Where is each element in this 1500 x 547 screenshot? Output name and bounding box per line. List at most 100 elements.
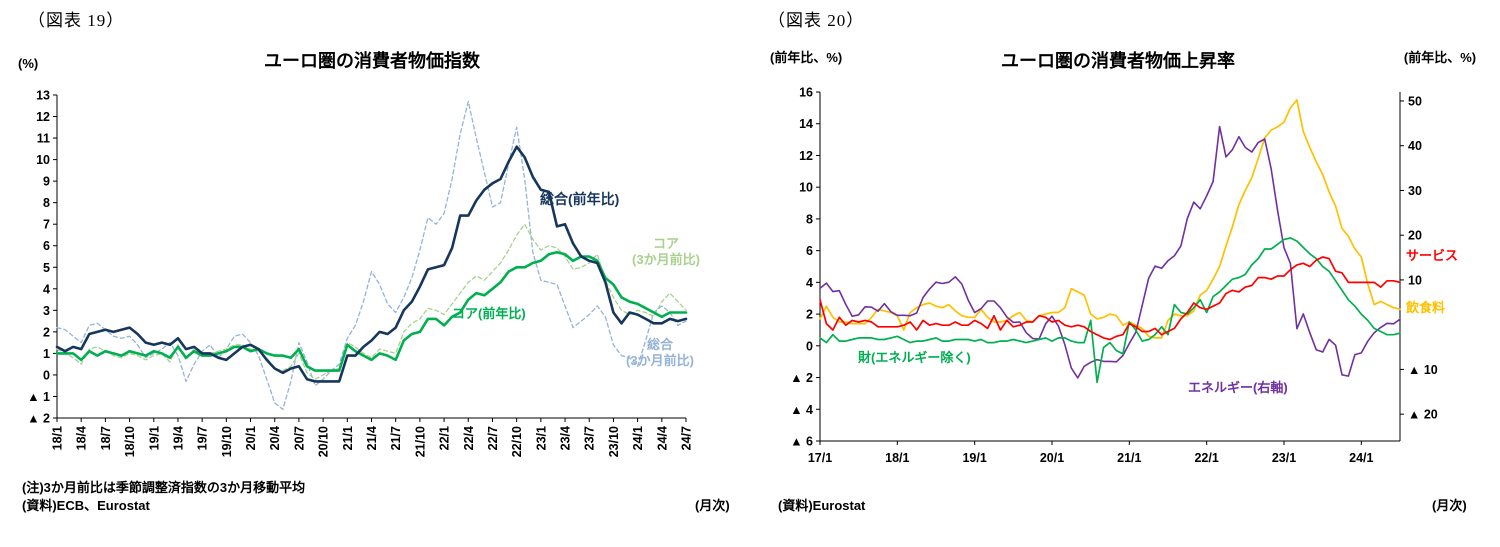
y2-tick-label: 40	[1408, 139, 1422, 153]
x-tick-label: 23/7	[583, 426, 597, 450]
y-tick-label: 6	[43, 239, 50, 253]
y-tick-label: 8	[43, 196, 50, 210]
y-tick-label: 4	[806, 276, 813, 290]
x-tick-label: 18/1	[885, 451, 909, 465]
x-tick-label: 21/7	[389, 426, 403, 450]
x-tick-label: 23/4	[559, 426, 573, 450]
x-tick-label: 20/1	[244, 426, 258, 450]
series-label: コア	[653, 236, 679, 251]
x-tick-label: 21/1	[1117, 451, 1141, 465]
y-tick-label: 0	[806, 339, 813, 353]
y-tick-label: ▲ 2	[790, 371, 813, 385]
series-label: (3か月前比)	[626, 353, 694, 368]
source-right-text: (資料)Eurostat	[778, 498, 866, 513]
y-axis-unit-right: (前年比、%)	[1404, 50, 1476, 65]
x-tick-label: 24/1	[631, 426, 645, 450]
x-tick-label: 19/1	[962, 451, 986, 465]
x-tick-label: 18/1	[51, 426, 65, 450]
y-tick-label: 8	[806, 212, 813, 226]
y-tick-label: 2	[806, 308, 813, 322]
x-tick-label: 22/7	[486, 426, 500, 450]
figure-20-label: （図表 20）	[768, 11, 865, 30]
y-tick-label: 0	[43, 368, 50, 382]
series-label: 財(エネルギー除く)	[857, 350, 971, 365]
y-tick-label: 2	[43, 325, 50, 339]
chart-title: ユーロ圏の消費者物価指数	[264, 50, 481, 71]
frequency-left-text: (月次)	[695, 498, 730, 513]
y-tick-label: ▲ 6	[790, 435, 813, 449]
x-tick-label: 22/1	[1194, 451, 1218, 465]
line-series-飲食料	[819, 99, 1401, 339]
y-tick-label: ▲ 2	[27, 412, 50, 426]
y-axis-unit-left: (前年比、%)	[770, 50, 842, 65]
y-tick-label: 7	[43, 218, 50, 232]
y-tick-label: 1	[43, 347, 50, 361]
x-tick-label: 23/10	[607, 426, 621, 457]
chart-title: ユーロ圏の消費者物価上昇率	[1001, 50, 1235, 71]
x-tick-label: 18/4	[75, 426, 89, 450]
line-series-エネルギー(右軸)	[819, 125, 1401, 379]
source-left-text: (資料)ECB、Eurostat	[22, 498, 150, 513]
series-label: コア(前年比)	[452, 306, 526, 321]
y2-tick-label: 20	[1408, 229, 1422, 243]
x-tick-label: 24/4	[655, 426, 669, 450]
x-tick-label: 21/1	[341, 426, 355, 450]
line-series-総合(3か月前比)	[56, 100, 687, 411]
x-tick-label: 19/1	[147, 426, 161, 450]
y-tick-label: 3	[43, 304, 50, 318]
line-series-サービス	[819, 256, 1401, 341]
x-tick-label: 20/7	[292, 426, 306, 450]
y-tick-label: 10	[36, 153, 50, 167]
x-tick-label: 18/10	[123, 426, 137, 457]
x-tick-label: 24/1	[1349, 451, 1373, 465]
y-tick-label: 12	[36, 110, 50, 124]
x-tick-label: 21/10	[413, 426, 427, 457]
x-tick-label: 23/1	[1272, 451, 1296, 465]
x-tick-label: 22/4	[462, 426, 476, 450]
x-tick-label: 19/7	[196, 426, 210, 450]
x-tick-label: 19/4	[171, 426, 185, 450]
y-tick-label: 4	[43, 282, 50, 296]
x-tick-label: 17/1	[808, 451, 832, 465]
footnote-text: (注)3か月前比は季節調整済指数の3か月移動平均	[22, 480, 306, 495]
line-series-財(エネルギー除く)	[819, 237, 1401, 384]
series-label: (3か月前比)	[632, 252, 700, 267]
series-label: 総合(前年比)	[540, 191, 619, 207]
y-tick-label: 16	[799, 86, 813, 100]
x-tick-label: 21/4	[365, 426, 379, 450]
x-tick-label: 20/4	[268, 426, 282, 450]
y2-tick-label: ▲ 20	[1408, 408, 1438, 422]
y-tick-label: 14	[799, 117, 813, 131]
x-tick-label: 19/10	[220, 426, 234, 457]
x-tick-label: 18/7	[99, 426, 113, 450]
y-tick-label: ▲ 4	[790, 403, 813, 417]
series-label: 飲食料	[1405, 300, 1445, 315]
line-series-コア(3か月前比)	[56, 223, 687, 380]
figure-19-label: （図表 19）	[28, 11, 125, 30]
y2-tick-label: 50	[1408, 94, 1422, 108]
y2-tick-label: ▲ 10	[1408, 363, 1438, 377]
line-series-総合(前年比)	[55, 145, 688, 383]
series-label: エネルギー(右軸)	[1188, 380, 1288, 395]
y-tick-label: 10	[799, 181, 813, 195]
y-tick-label: 9	[43, 175, 50, 189]
y-axis-unit: (%)	[18, 56, 38, 71]
x-tick-label: 22/10	[510, 426, 524, 457]
y-tick-label: 5	[43, 261, 50, 275]
y2-tick-label: 30	[1408, 184, 1422, 198]
x-tick-label: 22/1	[438, 426, 452, 450]
y-tick-label: 11	[37, 132, 50, 146]
y-tick-label: ▲ 1	[27, 390, 50, 404]
series-label: 総合	[647, 337, 674, 352]
y2-tick-label: 10	[1408, 273, 1422, 287]
x-tick-label: 23/1	[534, 426, 548, 450]
series-label: サービス	[1406, 248, 1458, 263]
y-tick-label: 12	[799, 149, 813, 163]
y-tick-label: 6	[806, 244, 813, 258]
x-tick-label: 20/1	[1040, 451, 1064, 465]
x-tick-label: 20/10	[317, 426, 331, 457]
frequency-right-text: (月次)	[1432, 498, 1467, 513]
